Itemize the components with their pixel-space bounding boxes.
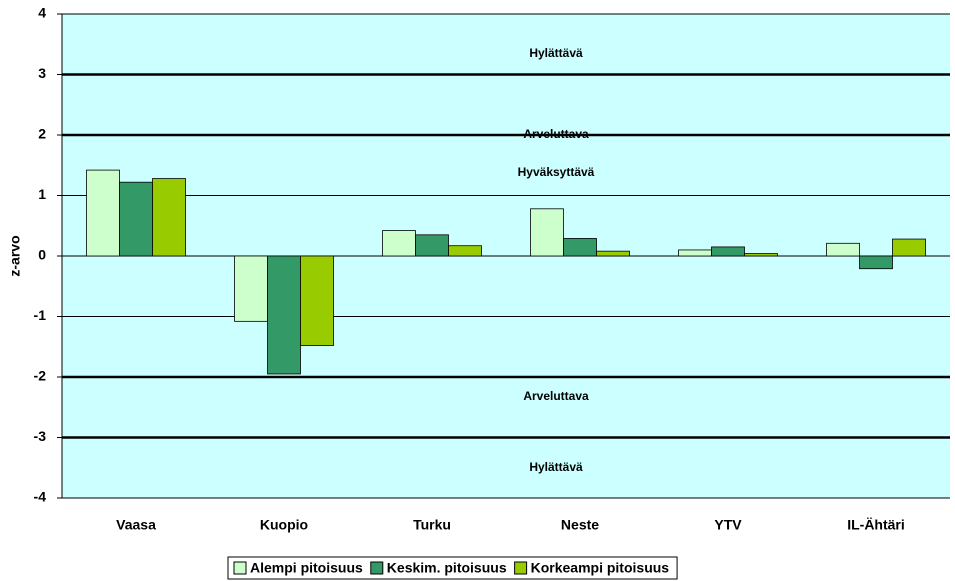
zone-label: Hyväksyttävä [518,165,595,179]
y-tick-label: 0 [38,247,46,263]
y-tick-label: 2 [38,126,46,142]
x-tick-label: IL-Ähtäri [847,517,905,533]
y-axis-label: z-arvo [7,235,23,276]
legend-swatch [233,561,247,575]
x-tick-label: YTV [714,517,742,533]
legend-swatch [514,561,528,575]
legend: Alempi pitoisuus Keskim. pitoisuus Korkeam… [227,556,678,580]
x-tick-label: Turku [413,517,451,533]
bar [448,245,482,257]
zone-label: Hylättävä [529,460,583,474]
bar [119,181,153,257]
bar [234,255,268,322]
bar [744,253,778,257]
legend-label: Alempi pitoisuus [250,560,363,576]
y-tick-label: -3 [34,428,47,444]
bar [382,230,416,257]
y-tick-label: 1 [38,186,46,202]
bar [267,255,301,375]
bar [563,238,597,257]
bar [711,246,745,257]
y-tick-label: 3 [38,65,46,81]
legend-label: Keskim. pitoisuus [387,560,507,576]
zone-label: Arveluttava [523,389,589,403]
legend-label: Korkeampi pitoisuus [531,560,670,576]
bar [892,238,926,257]
bar [530,208,564,257]
x-tick-label: Neste [561,517,599,533]
bar [678,249,712,257]
bar [596,250,630,257]
zone-label: Hylättävä [529,46,583,60]
legend-swatch [370,561,384,575]
bar [826,242,860,257]
bar [86,169,120,257]
y-tick-label: -1 [34,307,47,323]
bar [300,255,334,346]
x-tick-label: Kuopio [260,517,308,533]
bar [859,255,893,270]
x-tick-label: Vaasa [116,517,156,533]
zone-label: Arveluttava [523,127,589,141]
bar [415,234,449,257]
y-tick-label: -2 [34,368,47,384]
bar [152,178,186,257]
legend-box [227,556,678,580]
y-tick-label: 4 [38,5,46,21]
y-tick-label: -4 [34,489,47,505]
